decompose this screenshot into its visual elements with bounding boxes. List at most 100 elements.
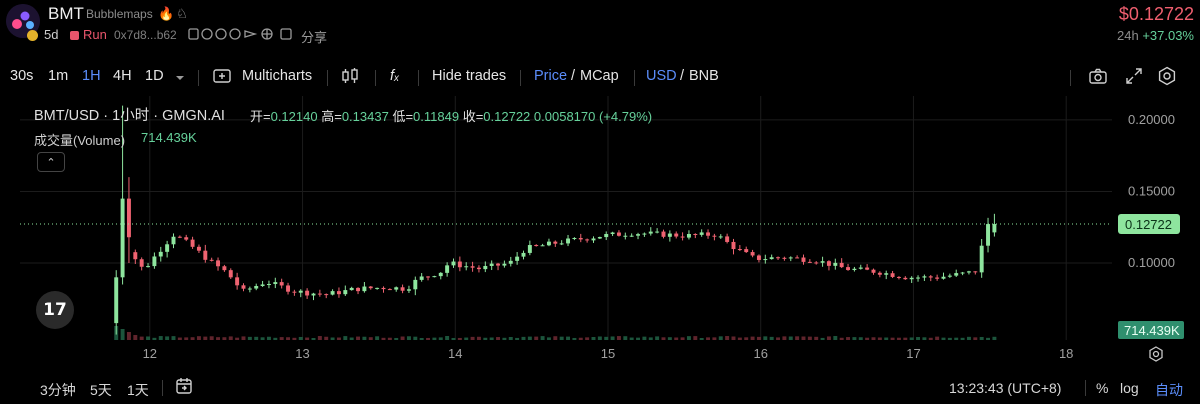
run-label: Run [83,27,107,42]
volume-bar [597,336,602,340]
candle-body [922,276,927,278]
percent-toggle[interactable]: % [1096,380,1109,396]
candle-body [330,291,335,295]
price-toggle[interactable]: Price [534,68,568,84]
mcap-toggle[interactable]: MCap [580,68,619,84]
candle-body [725,236,730,242]
interval-30s[interactable]: 30s [10,68,34,84]
interval-4h[interactable]: 4H [113,68,132,84]
candle-body [362,286,367,292]
volume-bar [305,337,310,340]
volume-bar [559,336,564,340]
candle-body [833,262,838,266]
candle-body [508,260,513,264]
interval-1d[interactable]: 1D [145,68,164,84]
contract-address[interactable]: 0x7d8...b62 [114,28,177,42]
range-1d[interactable]: 1天 [127,382,149,398]
volume-bar [317,336,322,340]
volume-bar [368,337,373,340]
camera-icon[interactable] [1088,66,1108,86]
hide-trades-button[interactable]: Hide trades [432,68,507,84]
volume-bar [858,337,863,340]
candle-body [356,287,361,292]
date-range-icon[interactable] [174,376,194,396]
clock[interactable]: 13:23:43 (UTC+8) [949,380,1062,396]
volume-bar [712,337,717,340]
interval-1m[interactable]: 1m [48,68,69,84]
auto-scale-toggle[interactable]: 自动 [1155,382,1183,398]
volume-bar [120,329,125,340]
candle-body [368,286,373,289]
social-icons[interactable] [188,27,298,44]
volume-bar [871,337,876,340]
candle-body [693,234,698,236]
multicharts-button[interactable]: Multicharts [242,68,313,84]
low-label: 低= [392,109,414,124]
candle-body [776,257,781,259]
volume-bar [330,337,335,340]
candlestick-type-icon[interactable] [340,66,360,86]
candle-body [279,282,284,286]
candle-body [763,259,768,261]
candle-body [413,279,418,290]
fullscreen-icon[interactable] [1124,66,1144,86]
indicators-button[interactable]: fₓ [390,68,400,84]
run-icon [70,31,79,40]
volume-bar [916,337,921,340]
interval-1h[interactable]: 1H [82,68,101,84]
volume-bar [693,336,698,340]
candle-body [247,288,252,290]
share-button[interactable]: 分享 [301,30,328,45]
x-tick-label: 13 [295,346,309,361]
settings-icon[interactable] [1157,66,1177,86]
candle-body [165,244,170,252]
candle-body [470,266,475,268]
candle-body [381,287,386,290]
volume-bar [489,337,494,340]
candle-body [394,287,399,290]
candle-body [820,261,825,263]
candle-body [604,234,609,238]
volume-bar [196,336,201,340]
range-3min[interactable]: 3分钟 [40,382,76,398]
candle-body [566,238,571,244]
add-chart-icon[interactable] [212,66,232,86]
close-label: 收= [462,109,484,124]
candle-body [445,265,450,273]
volume-bar [413,336,418,340]
candle-body [324,294,329,296]
volume-bar [763,336,768,340]
collapse-legend-button[interactable]: ⌃ [37,152,65,172]
volume-bar [279,337,284,340]
price-chart[interactable]: 0.12722 714.439K 0.20000 0.15000 0.10000 12 1… [0,96,1200,372]
volume-bar [909,337,914,340]
bnb-toggle[interactable]: BNB [689,68,719,84]
chevron-down-icon[interactable] [170,68,190,88]
volume-bar [286,337,291,340]
toolbar-divider [634,70,635,86]
candle-body [235,277,240,286]
volume-bar [941,337,946,340]
candle-body [336,291,341,295]
log-toggle[interactable]: log [1120,380,1139,396]
bottom-divider [162,380,163,396]
x-tick-label: 15 [601,346,615,361]
volume-bar [750,336,755,340]
badge-icons: 🔥♘ [158,6,190,21]
volume-bar [667,337,672,340]
candle-body [426,276,431,278]
candle-body [419,276,424,280]
volume-bar [534,336,539,340]
usd-toggle[interactable]: USD [646,68,677,84]
candle-body [954,273,959,276]
range-5d[interactable]: 5天 [90,382,112,398]
candle-body [928,276,933,278]
social-links-icon[interactable] [188,27,298,41]
candle-body [496,263,501,266]
candle-body [896,276,901,278]
high-label: 高= [321,109,342,124]
tradingview-logo[interactable]: 17 [36,291,74,329]
candle-body [171,236,176,245]
candle-body [177,236,182,238]
volume-bar [133,335,138,340]
